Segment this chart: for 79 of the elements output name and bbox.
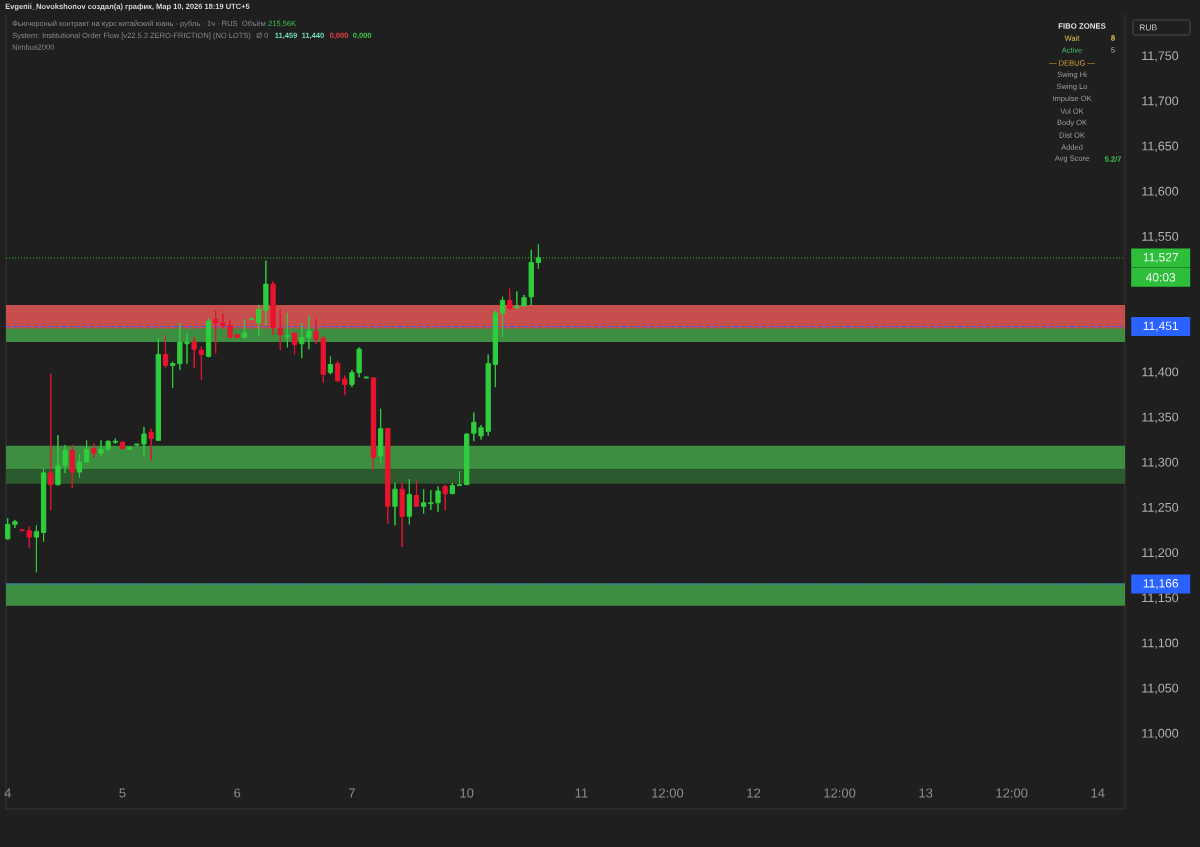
text: RUB [1139, 24, 1157, 31]
ref-line-label: 11,527 [1143, 252, 1179, 263]
candlestick [291, 331, 298, 356]
candlestick [148, 428, 154, 461]
candlestick [399, 482, 405, 548]
y-tick-label: 11,000 [1142, 728, 1179, 740]
candlestick [499, 296, 506, 338]
x-tick-label: 11 [575, 788, 588, 798]
x-tick-label: 7 [349, 788, 355, 798]
candlestick [155, 337, 161, 441]
candlestick [464, 432, 470, 486]
x-tick-label: 14 [1091, 788, 1105, 798]
x-tick-label: 4 [4, 788, 11, 798]
candlestick [327, 355, 334, 375]
candlestick [119, 440, 126, 450]
candlestick [507, 288, 513, 311]
candlestick [535, 243, 542, 270]
candlestick [363, 375, 369, 379]
candlestick [421, 488, 427, 515]
candlestick [40, 467, 47, 543]
candlestick [241, 318, 248, 339]
candlestick [162, 334, 169, 369]
candlestick [83, 439, 90, 463]
candlestick [19, 528, 25, 532]
candlestick [449, 482, 455, 495]
y-tick-label: 11,250 [1142, 502, 1179, 514]
candlestick [191, 336, 197, 369]
candlestick [413, 479, 420, 507]
candlestick [334, 360, 341, 383]
candlestick [456, 470, 463, 487]
candlestick [33, 524, 40, 573]
x-tick-label: 12:00 [652, 788, 684, 798]
y-tick-label: 11,650 [1142, 141, 1179, 152]
y-tick-label: 11,600 [1142, 186, 1179, 198]
candlestick [170, 361, 176, 389]
candlestick [48, 373, 54, 511]
candlestick [277, 308, 283, 351]
candlestick [514, 290, 520, 309]
candlestick [126, 446, 133, 450]
candlestick [213, 309, 219, 355]
candlestick [342, 374, 348, 396]
x-tick-label: 13 [919, 788, 933, 798]
y-tick-label: 11,400 [1142, 367, 1179, 378]
x-tick-label: 12:00 [996, 788, 1028, 798]
y-tick-label: 11,100 [1142, 638, 1179, 649]
y-tick-label: 11,050 [1142, 683, 1179, 694]
candlestick [377, 408, 384, 464]
y-tick-label: 11,750 [1142, 51, 1179, 62]
candlestick [198, 345, 204, 381]
candlestick [270, 280, 276, 336]
candlestick [392, 482, 398, 526]
x-tick-label: 6 [234, 788, 241, 798]
candlestick [284, 312, 291, 348]
candlestick [492, 309, 499, 388]
y-tick-label: 11,150 [1142, 593, 1179, 604]
x-tick-label: 5 [119, 788, 126, 798]
candlestick [69, 444, 75, 489]
candlestick [26, 525, 32, 549]
candlestick [521, 294, 527, 308]
candlestick [248, 317, 255, 320]
candlestick [370, 376, 377, 471]
candlestick [528, 249, 534, 307]
y-tick-label: 11,700 [1142, 96, 1179, 107]
x-tick-label: 12 [747, 788, 761, 798]
candlestick [385, 427, 391, 525]
y-tick-label: 11,550 [1142, 231, 1179, 243]
y-tick-label: 11,350 [1142, 412, 1179, 423]
x-tick-label: 12:00 [824, 788, 856, 798]
ref-line-label: 11,451 [1143, 321, 1179, 332]
ref-line-label: 11,166 [1143, 579, 1179, 589]
text: 40:03 [1145, 273, 1176, 282]
candlestick [91, 442, 97, 459]
y-tick-label: 11,200 [1142, 548, 1179, 559]
y-tick-label: 11,300 [1142, 457, 1179, 469]
candlestick [76, 453, 83, 478]
x-tick-label: 10 [460, 788, 474, 798]
candlestick [442, 484, 448, 511]
candlestick [406, 478, 412, 525]
candlestick [205, 317, 212, 358]
